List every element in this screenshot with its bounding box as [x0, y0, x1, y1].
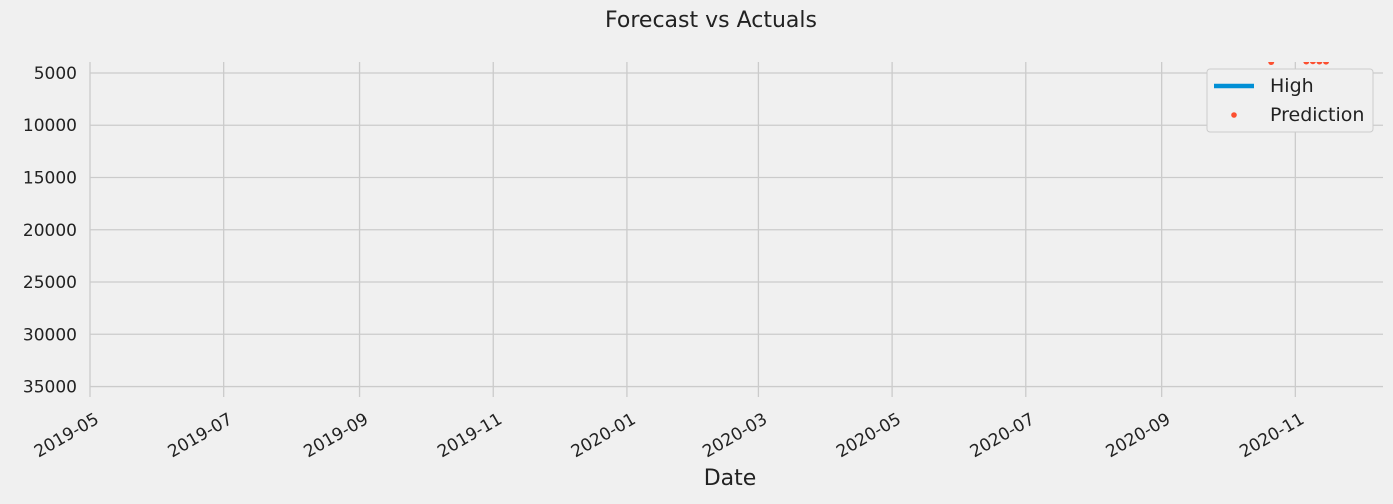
data-point-prediction [1309, 62, 1316, 65]
y-tick-label: 30000 [23, 325, 77, 345]
grid [89, 62, 1383, 397]
x-tick-label: 2019-11 [434, 409, 506, 462]
y-tick-label: 20000 [23, 221, 77, 241]
legend: High Prediction [1206, 68, 1374, 133]
x-tick-label: 2019-05 [31, 409, 103, 462]
data-point-prediction [1268, 62, 1275, 65]
x-axis-label: Date [704, 466, 757, 491]
data-point-prediction [1316, 62, 1323, 65]
x-tick-label: 2020-01 [568, 409, 640, 462]
y-tick-label: 25000 [23, 273, 77, 293]
x-tick-label: 2020-09 [1103, 409, 1175, 462]
data-point-prediction [1323, 62, 1330, 65]
y-tick-label: 15000 [23, 168, 77, 188]
x-tick-label: 2020-05 [833, 409, 905, 462]
x-tick-label: 2019-09 [301, 409, 373, 462]
chart-title: Forecast vs Actuals [605, 8, 817, 33]
legend-label-high: High [1270, 75, 1314, 97]
x-tick-label: 2020-07 [967, 409, 1039, 462]
x-tick-label: 2020-03 [699, 409, 771, 462]
y-tick-label: 35000 [23, 378, 77, 398]
x-tick-label: 2019-07 [165, 409, 237, 462]
legend-label-prediction: Prediction [1270, 104, 1364, 126]
x-tick-label: 2020-11 [1236, 409, 1308, 462]
y-tick-label: 5000 [34, 64, 77, 84]
plot-area [1268, 62, 1330, 65]
legend-swatch-prediction [1231, 112, 1237, 118]
axes: 2019-05 2019-07 2019-09 2019-11 2020-01 2020-… [23, 64, 1308, 462]
data-point-prediction [1303, 62, 1310, 65]
y-tick-label: 10000 [23, 116, 77, 136]
